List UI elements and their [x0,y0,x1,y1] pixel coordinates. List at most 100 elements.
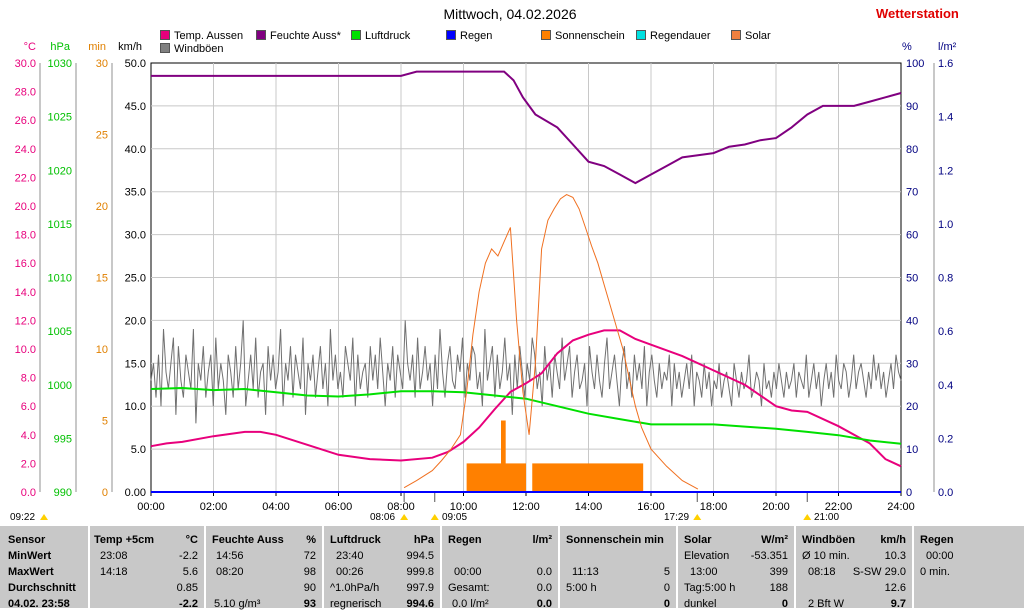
humidity-current-value: 93 [303,598,316,610]
time-tick-label: 24:00 [887,501,915,513]
time-tick-label: 22:00 [825,501,853,513]
pressure-axis-tick-label: 990 [54,487,72,499]
wind-axis-tick-label: 5.0 [131,444,146,456]
wind-axis-tick-label: 25.0 [125,273,146,285]
legend-item-gust: Windböen [160,43,224,55]
raindur-column: Regen 00:00 0 min. [916,526,1024,608]
temp-unit: °C [185,534,198,546]
event-time: 09:05 [442,512,468,523]
time-tick-label: 06:00 [325,501,353,513]
legend-swatch [351,30,361,40]
page-title: Mittwoch, 04.02.2026 [443,6,577,22]
humidity-unit: % [306,534,316,546]
gust-series-line [150,320,902,424]
wind-avg10-label: Ø 10 min. [802,550,850,562]
minutes-axis-tick-label: 10 [96,344,108,356]
rain-column: Regen l/m² 00:00 0.0 Gesamt: 0.0 0.0 l/m… [444,526,556,610]
solar-max-time: 13:00 [690,566,718,578]
rain-axis-tick-label: 0.8 [938,273,953,285]
station-name[interactable]: Wetterstation [876,6,959,21]
temp-axis-tick-label: 18.0 [15,230,36,242]
wind-beaufort: 2 Bft W [808,598,845,610]
rain-axis-unit-label: l/m² [938,41,957,53]
humidity-axis-tick-label: 60 [906,230,918,242]
pressure-header: Luftdruck [330,534,381,546]
summary-table: Sensor MinWert MaxWert Durchschnitt 04.0… [0,526,1024,610]
pressure-trend: ^1.0hPa/h [330,582,380,594]
humidity-axis-tick-label: 10 [906,444,918,456]
minutes-axis-tick-label: 5 [102,416,108,428]
wind-axis-unit-label: km/h [118,41,142,53]
rain-axis-tick-label: 0.0 [938,487,953,499]
temp-min-value: -2.2 [179,550,198,562]
sunshine-current-value: 0 [663,598,670,610]
wind-axis-tick-label: 40.0 [125,144,146,156]
rain-axis-tick-label: 1.0 [938,219,953,231]
humidity-min-time: 14:56 [216,550,244,562]
temp-axis-tick-label: 8.0 [21,373,36,385]
solar-avg-value: 188 [769,582,788,594]
wind-max-time: 08:18 [808,566,836,578]
legend-swatch [160,30,170,40]
pressure-axis-tick-label: 995 [54,433,72,445]
sunshine-avg-value: 0 [663,582,670,594]
solar-elevation-value: -53.351 [750,550,788,562]
column-divider [676,526,678,608]
solar-column: Solar W/m² Elevation -53.351 13:00 399 T… [680,526,792,610]
sunshine-max-time: 11:13 [572,566,599,578]
legend-swatch [731,30,741,40]
humidity-max-value: 98 [303,566,316,578]
column-divider [88,526,90,608]
legend-label: Temp. Aussen [174,30,244,42]
minutes-axis-tick-label: 30 [96,58,108,70]
temp-axis-tick-label: 10.0 [15,344,36,356]
time-tick-label: 14:00 [575,501,603,513]
event-marker [430,514,439,520]
legend-swatch [160,43,170,53]
time-tick-label: 20:00 [762,501,790,513]
legend-label: Sonnenschein [555,30,625,42]
pressure-forecast: regnerisch [330,598,382,610]
pressure-unit: hPa [413,534,434,546]
moonrise-marker [40,514,48,520]
temp-axis-tick-label: 6.0 [21,401,36,413]
temp-avg-value: 0.85 [176,582,198,594]
temp-current-value: -2.2 [179,598,198,610]
legend-swatch [446,30,456,40]
weather-chart: 0.0 2.0 4.0 6.0 8.0 10.0 12.0 14.0 16.0 18.0 20.0 2… [15,41,957,520]
wind-axis-tick-label: 0.00 [125,487,146,499]
temp-axis-tick-label: 22.0 [15,172,36,184]
temp-axis-tick-label: 14.0 [15,287,36,299]
humidity-column: Feuchte Auss % 14:56 72 08:20 98 90 5.10… [208,526,320,610]
humidity-max-time: 08:20 [216,566,244,578]
time-tick-label: 04:00 [262,501,290,513]
wind-current-value: 9.7 [890,598,906,610]
series-line-solar [403,194,699,490]
sunrise-time: 08:06 [370,512,396,523]
rain-current-value: 0.0 [536,598,552,610]
legend-item-pressure: Luftdruck [351,30,410,42]
temp-min-time: 23:08 [100,550,128,562]
pressure-max-value: 999.8 [406,566,434,578]
time-tick-label: 16:00 [637,501,665,513]
minutes-axis-tick-label: 0 [102,487,108,499]
wind-axis-tick-label: 30.0 [125,230,146,242]
temp-axis-tick-label: 28.0 [15,87,36,99]
temp-axis-tick-label: 30.0 [15,58,36,70]
wind-axis-tick-label: 15.0 [125,358,146,370]
sunrise-marker [400,514,409,520]
rain-axis-tick-label: 1.4 [938,112,953,124]
sensor-header: Sensor [8,534,46,546]
rain-max-time: 00:00 [454,566,482,578]
wind-header: Windböen [802,534,856,546]
legend-swatch [636,30,646,40]
pressure-min-time: 23:40 [336,550,364,562]
humidity-axis-tick-label: 0 [906,487,912,499]
column-divider [912,526,914,608]
row-label-max: MaxWert [8,566,54,578]
temp-header: Temp +5cm [94,534,155,546]
minutes-axis-tick-label: 15 [96,273,108,285]
solar-elevation-label: Elevation [684,550,730,562]
legend-swatch [541,30,551,40]
sunshine-max-value: 5 [663,566,670,578]
